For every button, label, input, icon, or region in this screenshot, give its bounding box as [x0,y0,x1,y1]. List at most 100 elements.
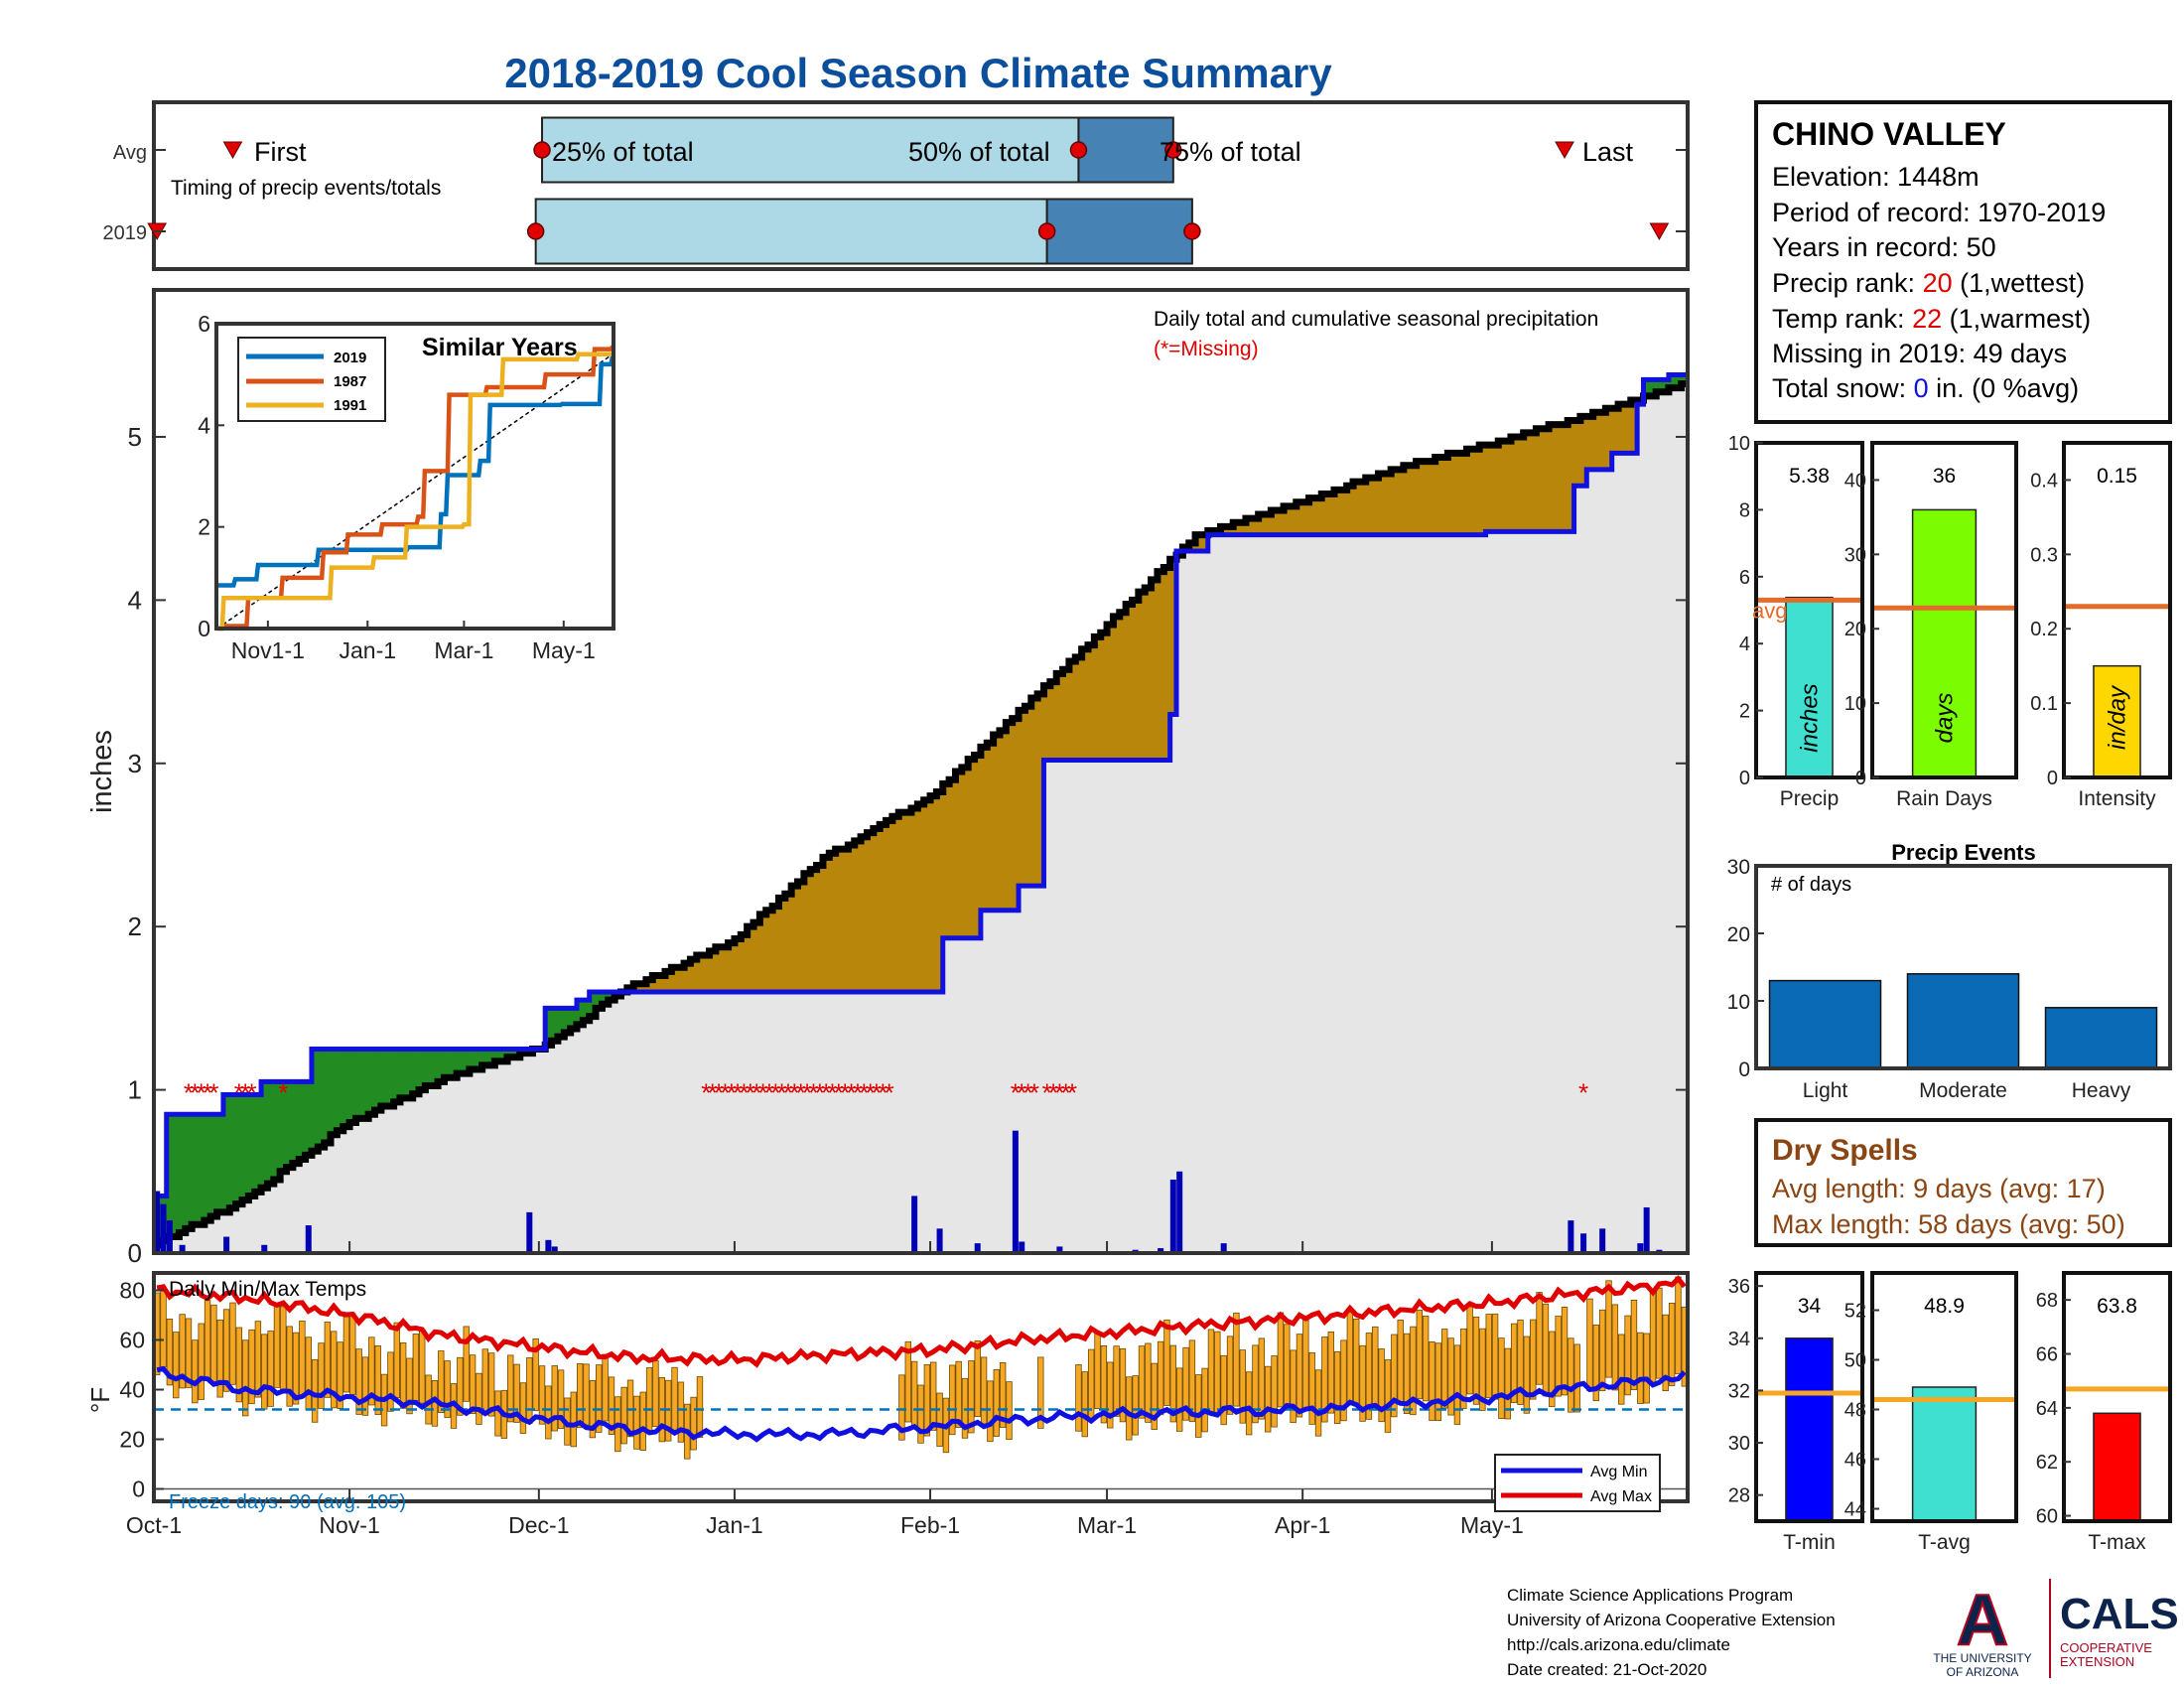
mini-panel-bar [1911,508,1978,778]
xtick-label: Jan-1 [706,1512,763,1538]
inset-series-1991 [216,352,614,632]
daily-temp-bar [1542,1303,1550,1397]
daily-temp-bar [1188,1339,1196,1423]
missing-day-marker: * [1029,1078,1039,1108]
daily-temp-bar [1649,1291,1657,1383]
below-average-fill [1549,424,1557,532]
below-average-fill [1384,473,1392,535]
missing-day-marker: * [821,1078,831,1108]
below-average-fill [1138,592,1146,761]
daily-temp-bar [198,1323,205,1400]
below-average-fill [898,812,906,992]
inset-xtick-label: Mar-1 [434,637,493,663]
mini-panel-tick-label: 66 [2036,1344,2058,1366]
below-average-fill [835,849,843,992]
daily-temp-bar [999,1361,1007,1428]
missing-day-marker: * [1067,1078,1077,1108]
daily-temp-bar [261,1334,268,1410]
mini-panel-tick-label: 30 [1728,1433,1750,1455]
event-category-label: Moderate [1919,1079,2007,1102]
mini-panel-tick-label: 28 [1728,1485,1750,1507]
timing-q25-label: 25% of total [552,137,694,167]
daily-temp-bar [286,1326,293,1407]
inset-xtick-label: Jan-1 [339,637,396,663]
page-title: 2018-2019 Cool Season Climate Summary [504,50,1332,96]
daily-temp-bar [1245,1371,1253,1436]
daily-temp-bar [1561,1307,1569,1396]
below-average-fill [1068,661,1076,761]
station-box-frame [1754,100,2172,424]
daily-temp-bar [235,1327,243,1403]
timing-avg-label: Avg [113,142,147,164]
daily-precip-bar [305,1225,312,1253]
main-annotation: Daily total and cumulative seasonal prec… [1154,308,1598,331]
daily-temp-bar [930,1361,937,1431]
event-bar-heavy [2044,1007,2158,1069]
daily-temp-bar [1429,1341,1435,1421]
above-average-fill [280,1081,288,1172]
daily-temp-bar [1296,1334,1303,1418]
daily-temp-bar [1441,1329,1448,1409]
daily-temp-bar [1372,1326,1379,1411]
daily-temp-bar [1568,1337,1574,1413]
daily-temp-bar [1214,1331,1221,1415]
missing-day-marker: * [777,1078,787,1108]
above-average-fill [254,1094,262,1193]
missing-day-marker: * [751,1078,761,1108]
daily-temp-bar [342,1316,350,1393]
daily-temp-bar [538,1365,546,1425]
below-average-fill [1006,722,1014,911]
above-average-fill [355,1049,363,1119]
dry-spells-max: Max length: 58 days (avg: 50) [1772,1209,2125,1239]
mini-panel-tick-label: 40 [1844,470,1866,492]
missing-day-marker: * [789,1078,799,1108]
missing-day-marker: * [802,1078,812,1108]
missing-day-marker: * [1578,1078,1588,1108]
below-average-fill [1258,514,1266,535]
missing-day-marker: * [190,1078,200,1108]
station-elevation: Elevation: 1448m [1772,162,1979,192]
missing-day-marker: * [240,1078,250,1108]
missing-day-marker: * [727,1078,737,1108]
events-ylabel: # of days [1771,874,1851,896]
mini-panel-frame [1870,1271,2018,1523]
mini-panel-tick-label: 60 [2036,1506,2058,1528]
daily-temp-bar [1643,1333,1650,1404]
above-average-fill [204,1114,211,1221]
daily-temp-bar [936,1392,943,1447]
below-average-fill [1107,625,1115,761]
daily-temp-bar [1126,1376,1133,1441]
mini-panel-unit: days [1932,693,1959,744]
daily-temp-bar [576,1362,584,1429]
daily-temp-bar [173,1332,180,1399]
below-average-fill [993,735,1001,911]
daily-temp-bar [1277,1312,1285,1408]
above-average-fill [545,1008,553,1046]
below-average-fill [677,967,685,992]
daily-temp-bar [361,1356,369,1416]
missing-day-marker: * [796,1078,806,1108]
mini-panel-tick-label: 48 [1844,1400,1866,1422]
temp-plot-frame [152,1271,1690,1503]
daily-temp-bar [1485,1314,1492,1399]
below-average-fill [1145,588,1153,761]
below-average-fill [709,950,717,992]
below-average-fill [1429,461,1436,535]
daily-temp-bar [412,1334,420,1402]
daily-temp-bar [1353,1319,1360,1405]
summary-mini-panels: 5.380246810Precipinchesavg36010203040Rai… [1728,433,2172,1554]
mini-panel-tick-label: 0 [2047,768,2058,789]
station-missing: Missing in 2019: 49 days [1772,339,2067,368]
daily-temp-bar [1460,1328,1467,1410]
daily-precip-bar [1599,1228,1606,1253]
below-average-fill [1391,469,1399,535]
below-average-fill [1308,497,1316,535]
below-average-fill [639,983,647,992]
daily-temp-bar [273,1306,281,1388]
daily-temp-bar [1536,1292,1543,1385]
below-average-fill [1327,493,1335,535]
above-average-fill [185,1114,193,1229]
mini-panel-tick-label: 4 [1739,633,1750,655]
daily-temp-bar [1175,1367,1183,1432]
